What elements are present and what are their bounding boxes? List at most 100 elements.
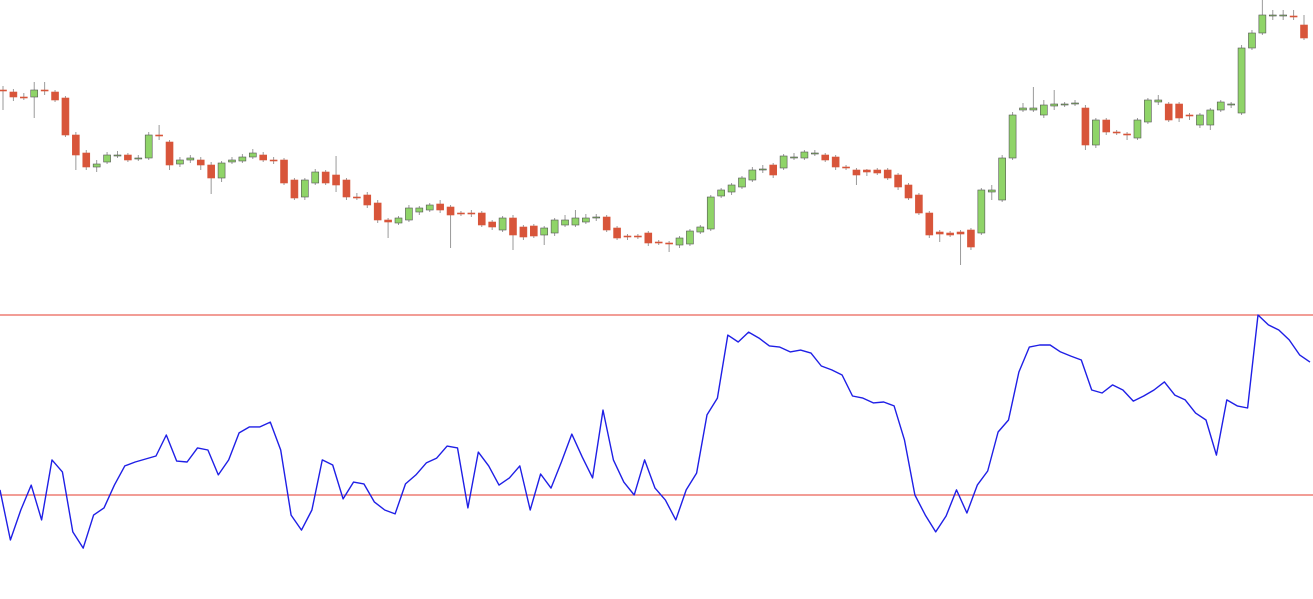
candle-body [686, 230, 694, 245]
candle-body [321, 171, 330, 184]
candle-body [311, 171, 320, 184]
candle-body [1123, 133, 1131, 136]
candle-body [1227, 103, 1235, 106]
candle-body [1248, 32, 1256, 49]
candle-body [1154, 99, 1163, 103]
candle-body [165, 141, 174, 166]
candle-body [259, 154, 268, 161]
candle-body [196, 159, 205, 166]
candle-body [1206, 109, 1215, 126]
candle-body [530, 225, 538, 237]
candle-body [280, 159, 288, 184]
candle-body [842, 166, 850, 169]
candle-body [446, 206, 455, 216]
indicator-line [0, 314, 1311, 549]
candle-body [654, 241, 663, 244]
candle-body [113, 154, 122, 157]
candle-body [477, 212, 486, 226]
candle-body [228, 159, 236, 163]
candle-body [675, 237, 684, 246]
candle-body [561, 219, 569, 226]
candle-body [457, 212, 465, 215]
candle-body [290, 179, 299, 199]
candle-body [800, 151, 809, 159]
candle-body [582, 217, 590, 223]
candle-body [1112, 131, 1121, 134]
candle-body [342, 179, 351, 198]
candle-body [987, 189, 996, 193]
candle-body [248, 152, 257, 158]
candle-body [103, 154, 111, 163]
candle-body [124, 154, 132, 161]
candle-body [144, 134, 153, 159]
candle-body [394, 217, 403, 224]
candle-body [915, 194, 923, 214]
candle-body [1279, 14, 1287, 17]
candle-body [82, 152, 91, 168]
candle-body [727, 184, 736, 193]
candle-body [1133, 119, 1142, 139]
candle-body [436, 203, 444, 211]
candle-body [176, 159, 184, 165]
candle-body [1092, 119, 1100, 146]
candle-body [863, 169, 871, 173]
candle-body [540, 227, 549, 236]
candle-body [925, 212, 934, 236]
candle-body [1050, 103, 1059, 107]
candle-body [602, 216, 611, 231]
candle-body [935, 231, 944, 235]
candle-body [92, 163, 101, 168]
candle-body [696, 226, 705, 233]
candle-body [790, 156, 798, 159]
candle-body [1164, 103, 1173, 121]
candle-body [894, 174, 902, 188]
candle-body [238, 156, 247, 162]
candle-body [665, 242, 673, 245]
candle-body [373, 202, 382, 221]
candle-body [9, 91, 18, 98]
candle-body [405, 207, 413, 221]
candle-body [20, 96, 28, 99]
candle-body [301, 179, 309, 198]
candle-body [831, 156, 840, 168]
candle-body [1268, 14, 1277, 17]
candle-body [1175, 103, 1183, 119]
candle-body [769, 164, 777, 176]
candle-body [967, 229, 975, 248]
candle-body [186, 157, 195, 161]
candle-body [519, 226, 528, 238]
candle-body [0, 89, 7, 92]
candle-body [1071, 102, 1079, 105]
candle-body [623, 235, 632, 238]
candle-body [634, 235, 642, 238]
candle-body [779, 155, 788, 169]
candle-body [644, 232, 653, 244]
candle-body [748, 169, 757, 181]
candle-body [706, 196, 715, 230]
candle-body [717, 189, 725, 197]
candle-body [207, 164, 215, 179]
candle-body [467, 212, 476, 215]
candle-body [956, 231, 965, 235]
candle-body [61, 97, 70, 136]
candle-body [332, 174, 340, 186]
candle-body [758, 168, 767, 171]
candle-body [1102, 119, 1111, 133]
candle-body [883, 169, 892, 179]
candle-body [40, 89, 49, 92]
candle-body [1060, 103, 1069, 106]
candle-body [498, 217, 507, 231]
candle-body [1258, 14, 1267, 34]
candle-body [30, 89, 39, 98]
candle-body [363, 194, 372, 206]
candle-body [488, 221, 496, 228]
candle-body [384, 219, 392, 223]
candle-body [904, 184, 913, 199]
candle-body [998, 157, 1006, 201]
candle-body [51, 91, 59, 101]
candle-body [1216, 101, 1225, 111]
candle-body [592, 216, 601, 219]
candle-body [217, 162, 226, 179]
candle-body [72, 134, 80, 156]
